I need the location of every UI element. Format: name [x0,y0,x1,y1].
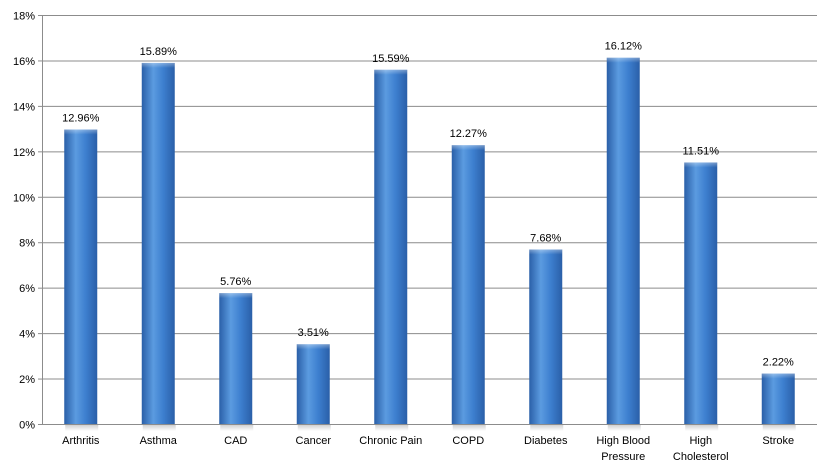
data-label: 11.51% [683,145,720,157]
x-category-label: COPD [452,435,484,447]
y-tick-label: 16% [13,56,35,68]
y-tick-label: 6% [19,283,35,295]
bar-shadow [452,425,486,431]
bar-highlight [761,373,795,379]
bar-group [374,69,408,424]
bar-shadow [297,425,331,431]
y-tick-label: 10% [13,192,35,204]
y-tick-label: 18% [13,11,35,23]
x-category-label-line: High Blood [596,435,650,447]
data-label: 15.89% [140,46,178,58]
bar-highlight [296,344,330,350]
x-category-label: CAD [224,435,247,447]
bar-group [529,249,563,424]
bar-shadow [65,425,99,431]
bar [684,162,718,424]
bar-group [606,57,640,425]
bar-group [296,344,330,424]
bar-shadow [220,425,254,431]
x-category-label-line: Stroke [762,435,794,447]
x-category-label: Asthma [140,435,178,447]
x-category-label-line: High [689,435,712,447]
y-tick-label: 0% [19,420,35,432]
data-label: 7.68% [530,232,561,244]
y-tick-label: 8% [19,238,35,250]
x-category-label: Stroke [762,435,794,447]
y-tick-label: 4% [19,329,35,341]
bar-shadow [685,425,719,431]
x-category-label: High Blood Pressure [596,435,650,463]
bar [451,145,485,424]
bar-shadow [530,425,564,431]
y-tick-label: 14% [13,101,35,113]
x-category-label-line: Cancer [296,435,332,447]
data-label: 12.96% [62,113,100,125]
bar [374,69,408,424]
x-category-label-line: Diabetes [524,435,568,447]
data-label: 16.12% [605,41,643,53]
data-label: 2.22% [763,357,794,369]
bar-shadow [142,425,176,431]
data-label: 12.27% [450,128,488,140]
y-axis-tick-labels: 0% 2% 4% 6% 8% 10% 12% 14% 16% 18% [13,11,35,432]
bar [219,293,253,424]
bar [529,249,563,424]
bar-highlight [684,162,718,168]
x-category-label-line: Asthma [140,435,178,447]
x-axis-category-labels: Arthritis Asthma CAD Cancer Chronic Pain COPD… [62,435,794,463]
bar-shadow [375,425,409,431]
bar [296,344,330,424]
bars [64,57,796,431]
x-category-label-line: CAD [224,435,247,447]
bar [64,129,98,424]
bar-highlight [451,145,485,151]
y-tick-label: 12% [13,147,35,159]
x-category-label: Chronic Pain [359,435,422,447]
bar [606,57,640,425]
x-category-label-line: Arthritis [62,435,100,447]
bar-group [219,293,253,424]
bar-highlight [141,62,175,68]
y-tick-label: 2% [19,374,35,386]
bar-group [141,62,175,425]
bar-highlight [529,249,563,255]
bar [761,373,795,424]
bar-group [451,145,485,424]
x-category-label: High Cholesterol [673,435,729,463]
x-category-label: Diabetes [524,435,568,447]
bar [141,62,175,425]
x-category-label-line: Pressure [601,451,645,463]
x-category-label-line: Cholesterol [673,451,729,463]
x-category-label: Cancer [296,435,332,447]
data-labels: 12.96% 15.89% 5.76% 3.51% 15.59% 12.27% 7.68% 1… [62,41,794,369]
bar-highlight [219,293,253,299]
bar-group [64,129,98,424]
x-category-label-line: COPD [452,435,484,447]
x-category-label-line: Chronic Pain [359,435,422,447]
data-label: 3.51% [298,327,329,339]
bar-group [684,162,718,424]
data-label: 5.76% [220,276,251,288]
bar-group [761,373,795,424]
bar-highlight [374,69,408,75]
bar-highlight [64,129,98,135]
data-label: 15.59% [372,53,410,65]
bar-shadow [762,425,796,431]
axes [42,15,817,425]
bar-highlight [606,57,640,63]
bar-shadow [607,425,641,431]
x-category-label: Arthritis [62,435,100,447]
